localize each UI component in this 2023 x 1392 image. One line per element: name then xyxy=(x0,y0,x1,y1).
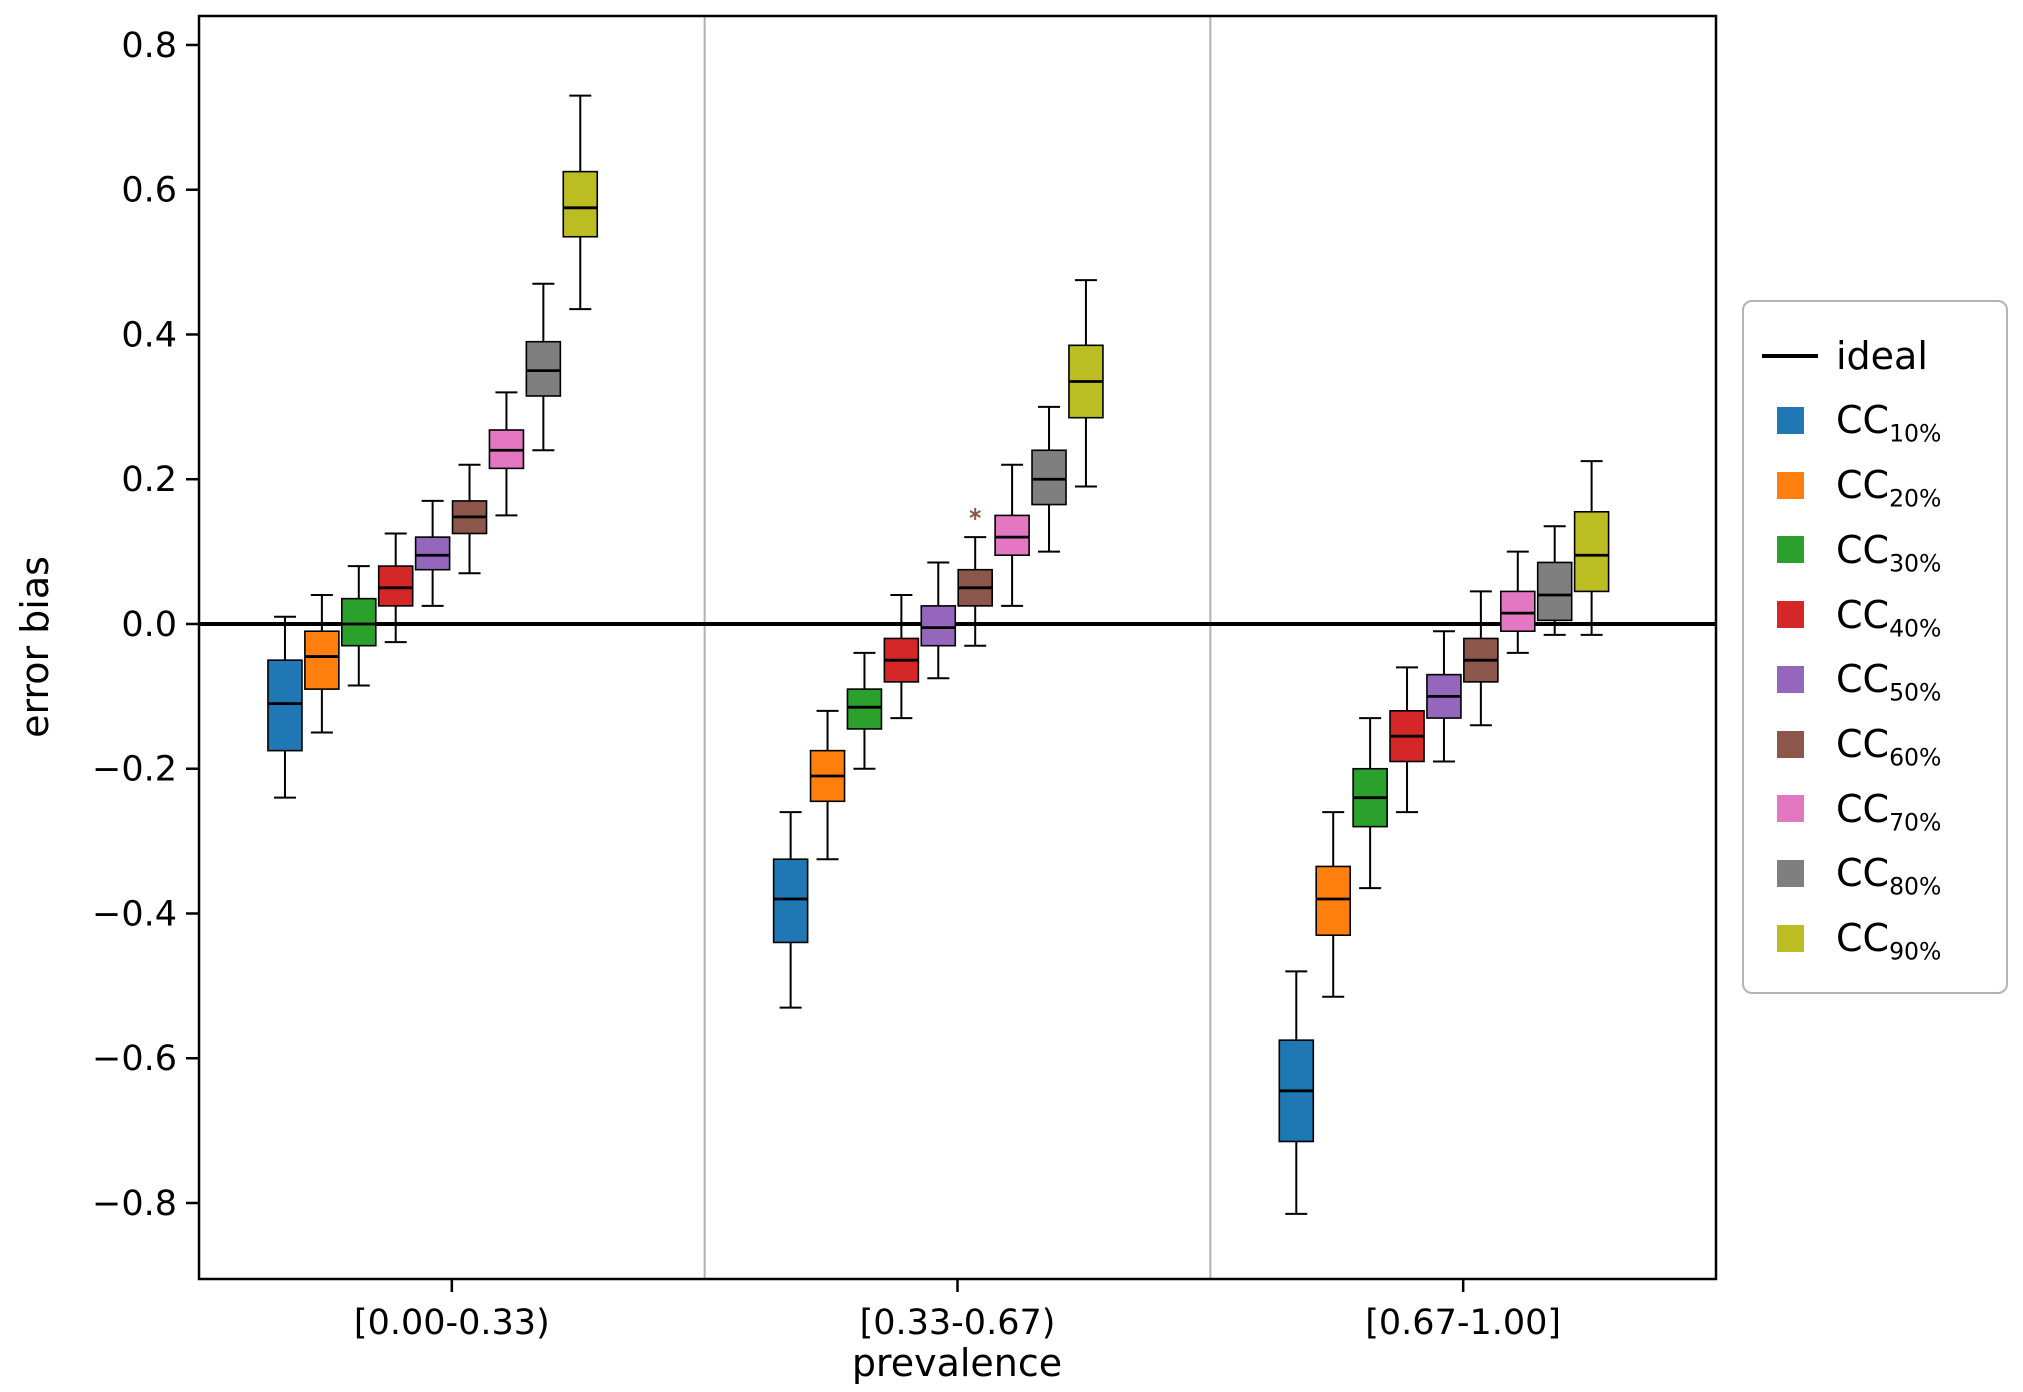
legend-entry-cc-60%: CC60% xyxy=(1762,722,1998,772)
legend-marker xyxy=(1762,403,1818,437)
legend-entry-cc-60%-label: CC60% xyxy=(1836,722,1942,772)
legend-entry-cc-90%-sub: 90% xyxy=(1889,937,1942,966)
box-marker-icon xyxy=(1776,601,1804,629)
box xyxy=(994,514,1030,557)
legend-entry-ideal: ideal xyxy=(1762,337,1998,375)
box xyxy=(1499,590,1536,633)
legend-entry-cc-20%: CC20% xyxy=(1762,463,1998,513)
legend-entry-cc-80%-sub: 80% xyxy=(1889,873,1942,902)
y-tick-label: 0.2 xyxy=(121,460,177,500)
legend-entry-cc-70%-sub: 70% xyxy=(1889,808,1942,837)
y-tick-label: 0.4 xyxy=(121,315,177,355)
legend: ideal CC10% CC20% CC30% CC40% CC50% CC60% CC70%… xyxy=(1742,300,2008,994)
ideal-line-icon xyxy=(1762,353,1818,358)
box xyxy=(304,630,340,690)
legend-entry-cc-30%: CC30% xyxy=(1762,527,1998,578)
box-marker-icon xyxy=(1776,665,1804,693)
box-marker-icon xyxy=(1776,406,1804,434)
legend-entry-cc-10%: CC10% xyxy=(1762,398,1998,449)
box-marker-icon xyxy=(1776,471,1804,499)
y-tick-label: −0.6 xyxy=(92,1039,177,1079)
box xyxy=(1573,510,1610,593)
y-tick-label: 0.6 xyxy=(121,171,177,211)
legend-entry-cc-80%-label: CC80% xyxy=(1836,851,1942,902)
legend-entry-cc-60%-sub: 60% xyxy=(1889,743,1942,772)
legend-entry-cc-70%: CC70% xyxy=(1762,786,1998,837)
legend-entry-cc-40%-label: CC40% xyxy=(1836,592,1942,643)
legend-marker xyxy=(1762,533,1818,567)
box-marker-icon xyxy=(1776,730,1804,758)
outlier-marker xyxy=(969,510,981,518)
legend-ideal-line-sample xyxy=(1762,339,1818,373)
y-tick-label: 0.0 xyxy=(121,605,177,645)
box xyxy=(772,858,809,944)
legend-entry-cc-90%-label: CC90% xyxy=(1836,916,1942,966)
legend-entry-cc-30%-label: CC30% xyxy=(1836,527,1942,578)
box xyxy=(1031,449,1067,506)
legend-entry-cc-70%-label: CC70% xyxy=(1836,786,1942,837)
legend-entry-cc-50%-label: CC50% xyxy=(1836,657,1942,707)
legend-marker xyxy=(1762,468,1818,502)
y-tick-label: −0.4 xyxy=(92,894,177,934)
box xyxy=(414,536,451,571)
x-tick-label: [0.33-0.67) xyxy=(860,1303,1056,1343)
legend-entry-cc-90%: CC90% xyxy=(1762,916,1998,966)
box xyxy=(920,605,957,647)
legend-entry-cc-20%-label: CC20% xyxy=(1836,463,1942,513)
legend-entry-cc-40%: CC40% xyxy=(1762,592,1998,643)
legend-marker xyxy=(1762,921,1818,955)
legend-entry-cc-40%-sub: 40% xyxy=(1889,614,1942,643)
box xyxy=(267,659,303,752)
y-tick-label: −0.2 xyxy=(92,750,177,790)
legend-entry-cc-80%: CC80% xyxy=(1762,851,1998,902)
box-marker-icon xyxy=(1776,924,1804,952)
legend-entry-cc-20%-sub: 20% xyxy=(1889,484,1942,513)
box-marker-icon xyxy=(1776,536,1804,564)
legend-entry-cc-50%-sub: 50% xyxy=(1889,678,1942,707)
x-tick-label: [0.67-1.00] xyxy=(1365,1303,1561,1343)
box xyxy=(562,170,599,238)
legend-entry-cc-10%-sub: 10% xyxy=(1889,420,1942,449)
box-marker-icon xyxy=(1776,859,1804,887)
box xyxy=(1536,561,1573,622)
box xyxy=(340,597,377,647)
legend-marker xyxy=(1762,727,1818,761)
legend-marker xyxy=(1762,856,1818,890)
y-axis-label: error bias xyxy=(13,556,57,738)
box xyxy=(525,340,562,397)
box xyxy=(846,688,883,730)
y-tick-label: 0.8 xyxy=(121,26,177,66)
legend-marker xyxy=(1762,792,1818,826)
legend-marker xyxy=(1762,662,1818,696)
x-tick-label: [0.00-0.33) xyxy=(354,1303,550,1343)
legend-entry-cc-10%-label: CC10% xyxy=(1836,398,1942,449)
chart-layer: 0.8 0.6 0.4 0.2 0.0 −0.2 −0.4 −0.6 −0.8 [0.00-0.3… xyxy=(92,14,1718,1343)
legend-marker xyxy=(1762,598,1818,632)
box xyxy=(1315,865,1352,937)
y-tick-label: −0.8 xyxy=(92,1184,177,1224)
legend-entry-cc-30%-sub: 30% xyxy=(1889,549,1942,578)
legend-entry-cc-50%: CC50% xyxy=(1762,657,1998,707)
x-axis-label: prevalence xyxy=(852,1341,1062,1385)
legend-entry-ideal-label: ideal xyxy=(1836,333,1928,378)
box-marker-icon xyxy=(1776,795,1804,823)
box xyxy=(377,565,414,607)
